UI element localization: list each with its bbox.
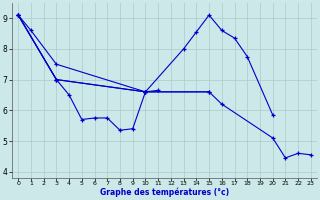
X-axis label: Graphe des températures (°c): Graphe des températures (°c)	[100, 188, 229, 197]
